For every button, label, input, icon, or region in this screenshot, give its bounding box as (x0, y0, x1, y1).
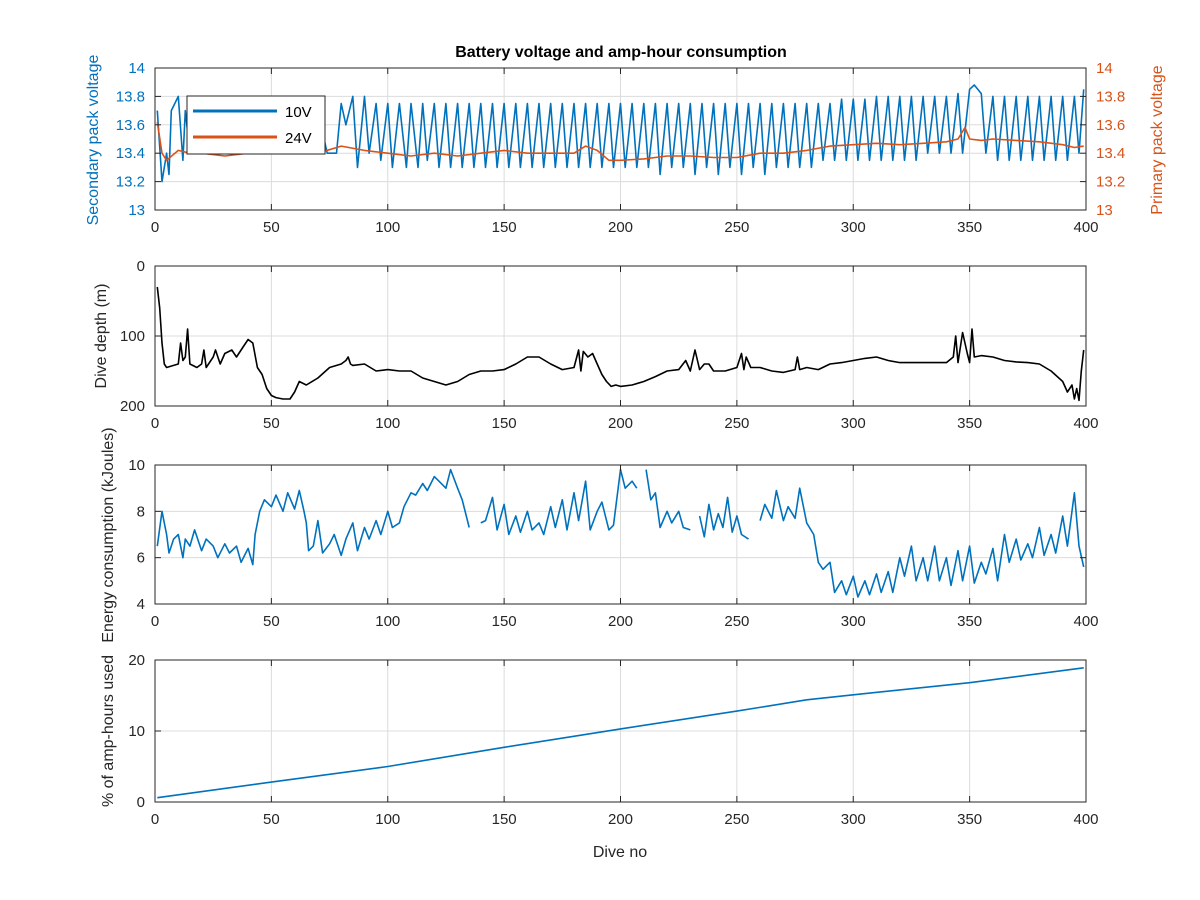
x-tick-label: 0 (151, 613, 159, 630)
x-tick-label: 250 (724, 613, 749, 630)
x-tick-label: 50 (263, 613, 280, 630)
x-tick-label: 100 (375, 811, 400, 828)
chart-title: Battery voltage and amp-hour consumption (455, 44, 787, 61)
y-axis-label: % of amp-hours used (100, 655, 117, 807)
plot-area: 0 50 100 150 200 250 300 350 400 0 10 20 (128, 652, 1098, 828)
legend-box (186, 95, 326, 155)
series-line-10v (156, 84, 1085, 183)
y-axis-label: Dive depth (m) (93, 284, 110, 389)
x-tick-label: 200 (608, 613, 633, 630)
legend-label-24v: 24V (285, 130, 312, 147)
x-tick-label: 200 (608, 811, 633, 828)
left-y-axis-label: Secondary pack voltage (85, 55, 102, 226)
y-tick-label: 13.2 (116, 174, 145, 191)
plot-area: 0 50 100 150 200 250 300 350 400 4 6 8 10 (128, 457, 1098, 630)
energy-panel: 0 50 100 150 200 250 300 350 400 4 6 8 10 Energy con… (100, 427, 1099, 642)
x-tick-label: 150 (492, 613, 517, 630)
series-line-series-0 (698, 496, 749, 540)
x-tick-label: 50 (263, 219, 280, 236)
x-tick-label: 150 (492, 811, 517, 828)
x-tick-label: 150 (492, 415, 517, 432)
x-tick-label: 150 (492, 219, 517, 236)
series-line-series-0 (645, 469, 691, 531)
right-y-tick-label: 14 (1096, 60, 1113, 77)
right-y-tick-label: 13 (1096, 202, 1113, 219)
x-tick-label: 300 (841, 811, 866, 828)
plot-area: 0 50 100 150 200 250 300 350 400 0 100 200 (120, 258, 1099, 432)
x-tick-label: 100 (375, 613, 400, 630)
y-axis-label: Energy consumption (kJoules) (100, 427, 117, 642)
x-tick-label: 350 (957, 415, 982, 432)
series-line-series-0 (759, 487, 1085, 598)
series-line-series-0 (156, 468, 470, 566)
x-tick-label: 50 (263, 415, 280, 432)
x-tick-label: 400 (1073, 415, 1098, 432)
y-tick-label: 0 (137, 258, 145, 275)
y-tick-label: 4 (137, 596, 145, 613)
x-tick-label: 300 (841, 219, 866, 236)
y-tick-label: 13 (128, 202, 145, 219)
x-tick-label: 250 (724, 219, 749, 236)
right-y-tick-label: 13.2 (1096, 174, 1125, 191)
y-tick-label: 0 (137, 794, 145, 811)
x-tick-label: 200 (608, 415, 633, 432)
y-tick-label: 13.4 (116, 145, 145, 162)
series-line-series-0 (480, 468, 638, 536)
x-tick-label: 50 (263, 811, 280, 828)
x-tick-label: 0 (151, 219, 159, 236)
y-tick-label: 10 (128, 723, 145, 740)
amphour-panel: 0 50 100 150 200 250 300 350 400 0 10 20 % of amp-h… (100, 652, 1099, 861)
y-tick-label: 20 (128, 652, 145, 669)
right-y-tick-label: 13.6 (1096, 117, 1125, 134)
y-tick-label: 13.8 (116, 88, 145, 105)
legend: 10V 24V (186, 95, 326, 155)
x-tick-label: 350 (957, 613, 982, 630)
x-tick-label: 100 (375, 219, 400, 236)
y-tick-label: 14 (128, 60, 145, 77)
x-tick-label: 350 (957, 811, 982, 828)
x-tick-label: 300 (841, 613, 866, 630)
x-tick-label: 0 (151, 811, 159, 828)
right-y-tick-label: 13.4 (1096, 145, 1125, 162)
legend-label-10v: 10V (285, 104, 312, 121)
voltage-panel: 0 50 100 150 200 250 300 350 4001313.213.413.613… (85, 44, 1166, 236)
x-tick-label: 100 (375, 415, 400, 432)
y-tick-label: 10 (128, 457, 145, 474)
y-tick-label: 8 (137, 503, 145, 520)
y-tick-label: 200 (120, 398, 145, 415)
series-line-series-0 (157, 667, 1084, 799)
x-tick-label: 400 (1073, 811, 1098, 828)
right-y-tick-label: 13.8 (1096, 88, 1125, 105)
x-tick-label: 400 (1073, 613, 1098, 630)
x-tick-label: 250 (724, 415, 749, 432)
y-tick-label: 13.6 (116, 117, 145, 134)
x-tick-label: 0 (151, 415, 159, 432)
y-tick-label: 6 (137, 550, 145, 567)
x-tick-label: 350 (957, 219, 982, 236)
right-y-axis-label: Primary pack voltage (1149, 65, 1166, 214)
x-tick-label: 300 (841, 415, 866, 432)
x-tick-label: 200 (608, 219, 633, 236)
depth-panel: 0 50 100 150 200 250 300 350 400 0 100 200 Dive dep… (93, 258, 1099, 432)
x-tick-label: 250 (724, 811, 749, 828)
y-tick-label: 100 (120, 328, 145, 345)
series-line-series-0 (156, 286, 1085, 402)
x-axis-label: Dive no (593, 844, 647, 861)
x-tick-label: 400 (1073, 219, 1098, 236)
